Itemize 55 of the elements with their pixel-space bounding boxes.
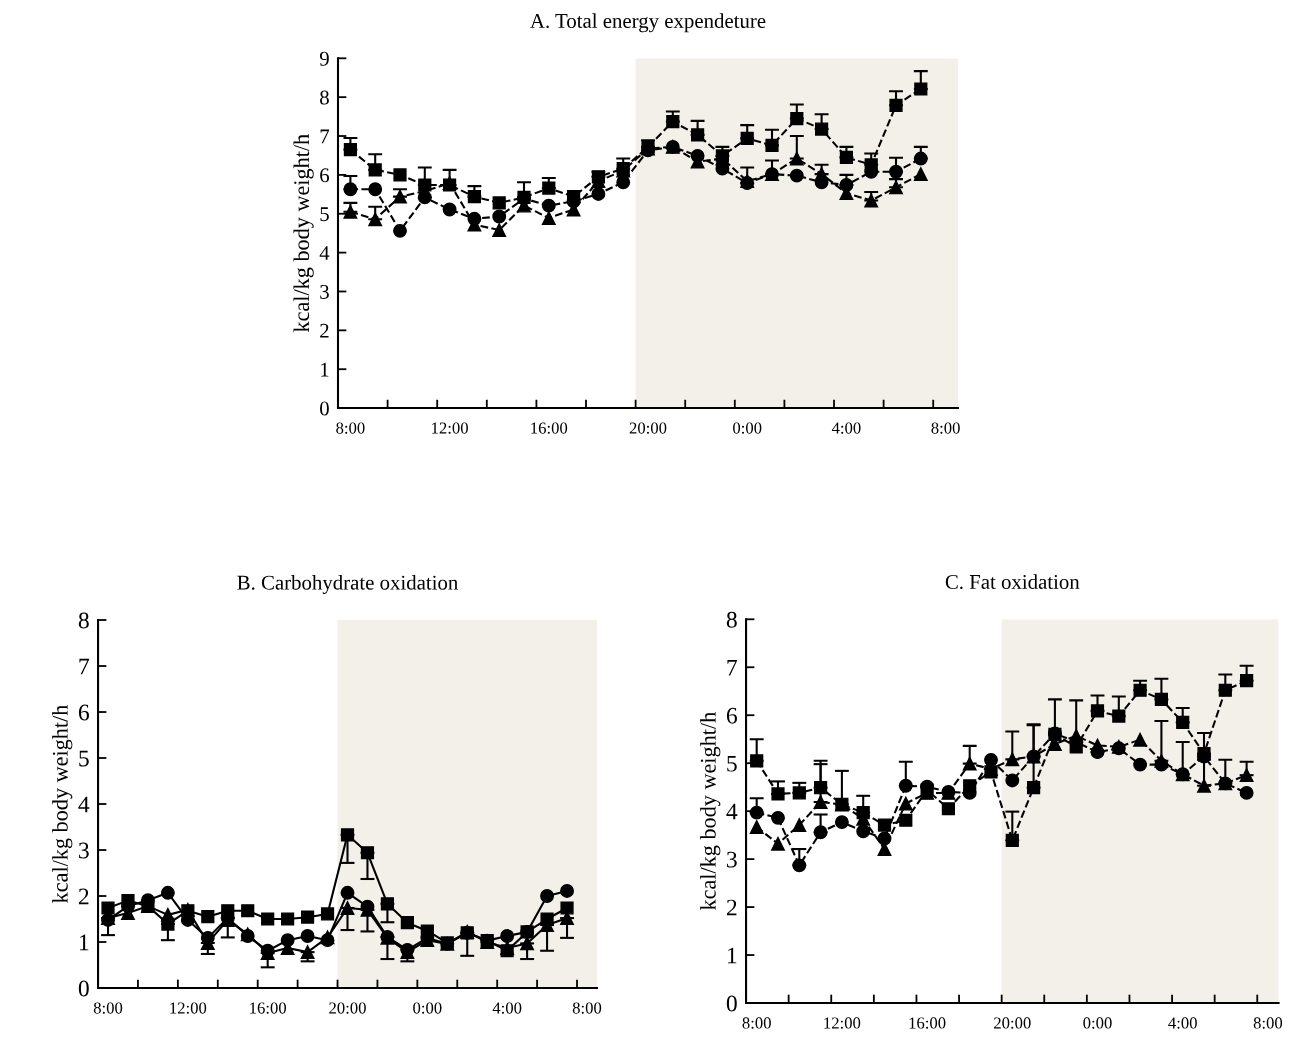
y-tick-label: 5 xyxy=(79,750,89,767)
y-tick-label: 6 xyxy=(320,168,330,183)
y-tick-label: 8 xyxy=(726,611,737,628)
y-tick-label: 1 xyxy=(79,934,89,951)
x-tick-label: 0:00 xyxy=(413,1002,442,1014)
x-tick-label: 12:00 xyxy=(170,1002,207,1014)
x-tick-label: 8:00 xyxy=(742,1017,771,1029)
y-tick-label: 0 xyxy=(726,995,737,1012)
chart-title: A. Total energy expendeture xyxy=(530,13,766,33)
x-tick-label: 0:00 xyxy=(733,422,762,434)
y-tick-label: 3 xyxy=(727,851,737,868)
y-tick-label: 0 xyxy=(320,401,329,416)
y-tick-label: 6 xyxy=(78,704,89,721)
y-tick-label: 3 xyxy=(320,284,329,299)
x-tick-label: 8:00 xyxy=(336,422,365,434)
y-tick-label: 5 xyxy=(320,207,329,222)
x-tick-label: 4:00 xyxy=(831,422,861,434)
chart-title: B. Carbohydrate oxidation xyxy=(237,575,458,594)
y-tick-label: 6 xyxy=(726,707,738,724)
y-tick-label: 1 xyxy=(727,947,737,964)
x-tick-label: 8:00 xyxy=(572,1002,602,1014)
y-tick-label: 1 xyxy=(321,362,329,377)
y-tick-label: 8 xyxy=(78,612,89,629)
y-axis-title: kcal/kg body weight/h xyxy=(293,134,314,333)
y-tick-label: 7 xyxy=(320,129,330,144)
y-tick-label: 4 xyxy=(726,803,738,820)
y-tick-label: 3 xyxy=(79,842,89,859)
y-tick-label: 7 xyxy=(727,659,738,676)
x-tick-label: 0:00 xyxy=(1083,1017,1112,1029)
y-tick-label: 4 xyxy=(319,246,330,260)
chart-title: C. Fat oxidation xyxy=(945,574,1080,590)
y-axis-title: kcal/kg body weight/h xyxy=(52,704,73,903)
x-tick-label: 12:00 xyxy=(824,1017,861,1029)
y-tick-label: 5 xyxy=(727,755,737,772)
x-tick-label: 4:00 xyxy=(492,1002,522,1014)
x-tick-label: 20:00 xyxy=(994,1017,1031,1029)
x-tick-label: 8:00 xyxy=(931,422,960,434)
y-axis-title: kcal/kg body weight/h xyxy=(700,712,721,911)
x-tick-label: 12:00 xyxy=(432,422,468,434)
y-tick-label: 7 xyxy=(79,658,90,675)
x-tick-label: 20:00 xyxy=(629,422,667,434)
y-tick-label: 2 xyxy=(726,899,737,916)
x-tick-label: 4:00 xyxy=(1168,1017,1197,1029)
x-tick-label: 20:00 xyxy=(329,1002,366,1014)
x-tick-label: 16:00 xyxy=(531,422,568,434)
x-tick-label: 8:00 xyxy=(1253,1017,1283,1029)
y-tick-label: 4 xyxy=(78,796,90,813)
x-tick-label: 8:00 xyxy=(93,1002,123,1014)
x-tick-label: 16:00 xyxy=(250,1002,287,1014)
y-tick-label: 2 xyxy=(320,323,329,338)
y-tick-label: 9 xyxy=(319,51,329,66)
y-tick-label: 2 xyxy=(78,888,89,905)
x-tick-label: 16:00 xyxy=(909,1017,946,1029)
y-tick-label: 0 xyxy=(78,980,89,997)
y-tick-label: 8 xyxy=(320,90,329,105)
